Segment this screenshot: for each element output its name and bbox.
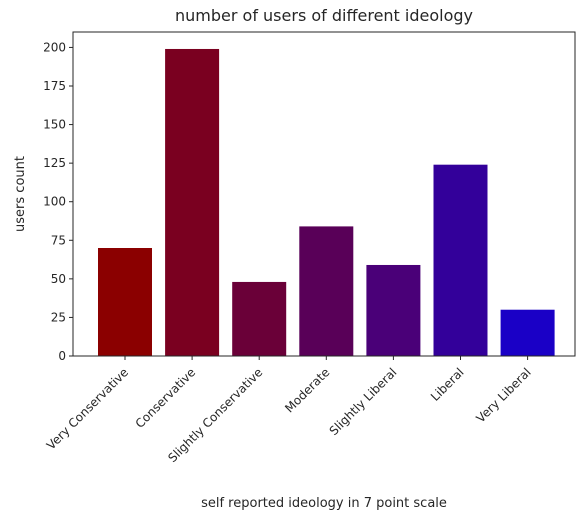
x-tick-label: Moderate xyxy=(282,365,332,415)
y-tick-label: 75 xyxy=(51,233,66,247)
chart-title: number of users of different ideology xyxy=(175,6,473,25)
x-tick-label: Conservative xyxy=(133,365,199,431)
bar xyxy=(232,281,287,356)
y-tick-label: 125 xyxy=(43,156,66,170)
bar xyxy=(165,48,220,356)
x-tick-label: Very Conservative xyxy=(44,365,131,452)
x-tick-label: Liberal xyxy=(428,365,467,404)
y-tick-label: 200 xyxy=(43,40,66,54)
bar xyxy=(500,309,555,356)
bars xyxy=(98,48,555,356)
y-tick-label: 150 xyxy=(43,118,66,132)
y-tick-label: 50 xyxy=(51,272,66,286)
x-tick-label: Slightly Liberal xyxy=(327,365,400,438)
y-tick-label: 175 xyxy=(43,79,66,93)
plot-frame xyxy=(72,31,576,357)
y-tick-label: 100 xyxy=(43,195,66,209)
x-tick-label: Very Liberal xyxy=(474,365,534,425)
y-axis-label: users count xyxy=(13,156,28,232)
bar xyxy=(299,226,354,356)
bar xyxy=(366,264,421,356)
y-tick-label: 0 xyxy=(58,349,66,363)
bar xyxy=(433,164,488,356)
y-tick-label: 25 xyxy=(51,310,66,324)
y-axis: 0 25 50 75 100 125 150 175 200 xyxy=(43,40,73,363)
x-axis-label: self reported ideology in 7 point scale xyxy=(201,496,447,511)
bar xyxy=(98,248,152,356)
